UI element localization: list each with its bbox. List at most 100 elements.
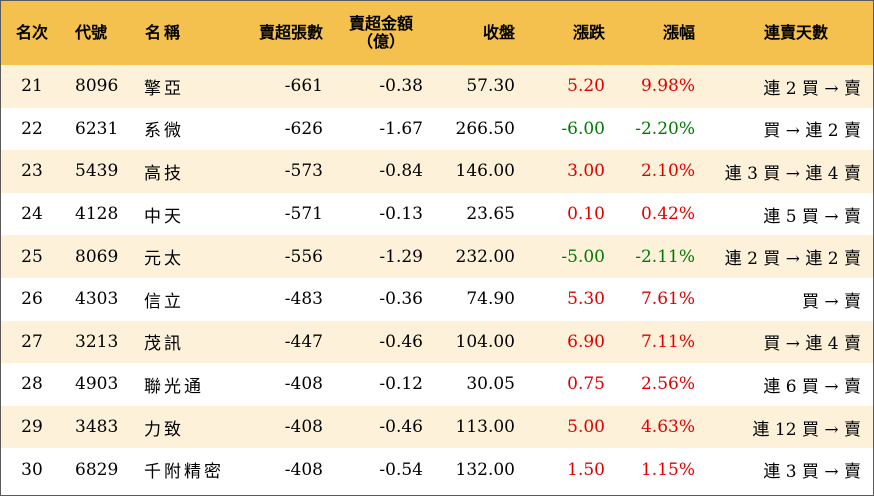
- cell-streak: 連 2 買 → 賣: [763, 78, 861, 99]
- cell-streak: 連 3 買 → 賣: [763, 462, 861, 483]
- cell-code: 8069: [75, 246, 119, 267]
- cell-streak: 買 → 連 4 賣: [763, 334, 861, 355]
- cell-rank: 25: [21, 246, 43, 267]
- table-row[interactable]: 23 5439 高技 -573 -0.84 146.00 3.00 2.10% 連 3 買 → …: [1, 150, 873, 193]
- cell-close: 104.00: [455, 331, 515, 352]
- cell-percent: 0.42%: [640, 204, 695, 225]
- cell-net-sell-amount: -0.54: [379, 459, 423, 480]
- cell-change: 6.90: [567, 331, 605, 352]
- header-streak: 連賣天數: [763, 22, 828, 42]
- cell-code: 3483: [75, 417, 119, 438]
- cell-net-sell-lots: -661: [284, 76, 323, 97]
- cell-close: 23.65: [466, 204, 515, 225]
- cell-code: 4903: [75, 374, 119, 395]
- cell-percent: -2.11%: [635, 246, 695, 267]
- cell-streak: 連 3 買 → 連 4 賣: [724, 163, 861, 184]
- table-row[interactable]: 22 6231 系微 -626 -1.67 266.50 -6.00 -2.20% 買 → 連 …: [1, 107, 873, 151]
- table-row[interactable]: 28 4903 聯光通 -408 -0.12 30.05 0.75 2.56% 連 6 買 → …: [1, 363, 873, 406]
- cell-code: 4128: [75, 204, 119, 225]
- cell-code: 3213: [75, 331, 119, 352]
- cell-change: 5.30: [567, 289, 605, 310]
- table-header: 名次 代號 名稱 賣超張數 賣超金額 （億） 收盤 漲跌 漲幅 連賣天數: [1, 1, 873, 65]
- cell-rank: 24: [21, 204, 43, 225]
- cell-net-sell-lots: -408: [284, 459, 323, 480]
- cell-rank: 27: [21, 331, 43, 352]
- cell-close: 113.00: [455, 417, 515, 438]
- cell-percent: 7.61%: [640, 289, 695, 310]
- cell-percent: -2.20%: [635, 118, 695, 139]
- cell-percent: 2.10%: [640, 161, 695, 182]
- cell-code: 5439: [75, 161, 119, 182]
- header-name: 名稱: [145, 22, 184, 42]
- cell-net-sell-amount: -0.13: [379, 204, 423, 225]
- cell-net-sell-amount: -0.12: [379, 374, 423, 395]
- cell-streak: 連 5 買 → 賣: [763, 206, 861, 227]
- cell-code: 6231: [75, 118, 119, 139]
- cell-name: 擎亞: [144, 78, 184, 99]
- cell-name: 力致: [144, 419, 184, 440]
- cell-name: 信立: [144, 291, 184, 312]
- cell-percent: 9.98%: [640, 76, 695, 97]
- cell-code: 6829: [75, 459, 119, 480]
- cell-percent: 4.63%: [640, 417, 695, 438]
- cell-net-sell-lots: -626: [284, 118, 323, 139]
- table-row[interactable]: 21 8096 擎亞 -661 -0.38 57.30 5.20 9.98% 連 2 買 → 賣: [1, 65, 873, 108]
- cell-code: 8096: [75, 76, 119, 97]
- cell-net-sell-lots: -447: [284, 331, 323, 352]
- cell-streak: 連 6 買 → 賣: [763, 376, 861, 397]
- cell-rank: 30: [21, 459, 43, 480]
- table-row[interactable]: 26 4303 信立 -483 -0.36 74.90 5.30 7.61% 買 → 賣: [1, 278, 873, 321]
- cell-close: 146.00: [455, 161, 515, 182]
- table-row[interactable]: 29 3483 力致 -408 -0.46 113.00 5.00 4.63% 連 12 買 →…: [1, 405, 873, 449]
- cell-rank: 21: [21, 76, 43, 97]
- table-row[interactable]: 27 3213 茂訊 -447 -0.46 104.00 6.90 7.11% 買 → 連 4 …: [1, 320, 873, 364]
- cell-net-sell-lots: -483: [284, 289, 323, 310]
- header-amount-line2: （億）: [356, 32, 405, 51]
- cell-streak: 連 2 買 → 連 2 賣: [724, 249, 861, 270]
- cell-streak: 買 → 連 2 賣: [763, 121, 861, 142]
- cell-net-sell-lots: -573: [284, 161, 323, 182]
- cell-change: 0.75: [567, 374, 605, 395]
- cell-net-sell-lots: -408: [284, 374, 323, 395]
- header-percent: 漲幅: [662, 22, 695, 42]
- cell-name: 千附精密: [144, 462, 224, 483]
- cell-net-sell-amount: -0.36: [379, 289, 423, 310]
- table-row[interactable]: 24 4128 中天 -571 -0.13 23.65 0.10 0.42% 連 5 買 → 賣: [1, 192, 873, 236]
- cell-name: 高技: [144, 163, 184, 184]
- table-row[interactable]: 25 8069 元太 -556 -1.29 232.00 -5.00 -2.11% 連 2 買 …: [1, 235, 873, 278]
- cell-close: 266.50: [455, 118, 515, 139]
- cell-close: 30.05: [466, 374, 515, 395]
- cell-change: 3.00: [567, 161, 605, 182]
- cell-name: 茂訊: [144, 334, 184, 355]
- cell-change: 1.50: [567, 459, 605, 480]
- cell-percent: 1.15%: [640, 459, 695, 480]
- cell-net-sell-amount: -0.38: [379, 76, 423, 97]
- cell-change: 5.00: [567, 417, 605, 438]
- cell-rank: 23: [21, 161, 43, 182]
- cell-change: 5.20: [567, 76, 605, 97]
- cell-percent: 2.56%: [640, 374, 695, 395]
- cell-net-sell-lots: -408: [284, 417, 323, 438]
- header-change: 漲跌: [572, 22, 605, 42]
- header-code: 代號: [75, 22, 108, 42]
- table-row[interactable]: 30 6829 千附精密 -408 -0.54 132.00 1.50 1.15% 連 3 買 …: [1, 448, 873, 491]
- cell-net-sell-amount: -1.29: [379, 246, 423, 267]
- cell-change: -5.00: [561, 246, 605, 267]
- header-net-sell-amount: 賣超金額 （億）: [331, 1, 431, 65]
- cell-close: 57.30: [466, 76, 515, 97]
- cell-rank: 28: [21, 374, 43, 395]
- cell-name: 聯光通: [144, 376, 204, 397]
- cell-rank: 26: [21, 289, 43, 310]
- cell-net-sell-lots: -556: [284, 246, 323, 267]
- cell-rank: 29: [21, 417, 43, 438]
- cell-net-sell-amount: -0.46: [379, 331, 423, 352]
- header-net-sell-lots: 賣超張數: [258, 22, 323, 42]
- cell-name: 元太: [144, 249, 184, 270]
- header-amount-line1: 賣超金額: [348, 13, 413, 33]
- cell-net-sell-amount: -1.67: [379, 118, 423, 139]
- cell-close: 232.00: [455, 246, 515, 267]
- cell-change: 0.10: [567, 204, 605, 225]
- cell-streak: 連 12 買 → 賣: [752, 419, 862, 440]
- cell-net-sell-lots: -571: [284, 204, 323, 225]
